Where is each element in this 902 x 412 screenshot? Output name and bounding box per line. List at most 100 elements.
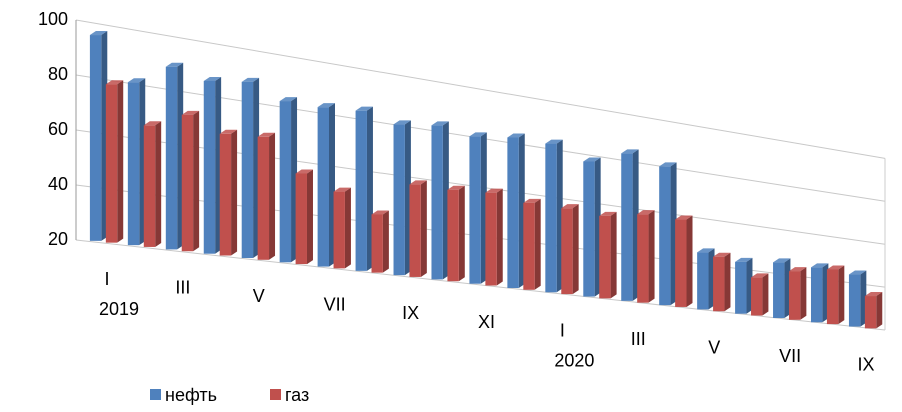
bar-top bbox=[409, 180, 427, 185]
bar-top bbox=[333, 187, 351, 192]
bar-side bbox=[291, 97, 298, 263]
bar-top bbox=[317, 103, 335, 108]
bar-side bbox=[838, 265, 845, 325]
bar-top bbox=[393, 120, 411, 125]
bar bbox=[751, 277, 763, 316]
bar-side bbox=[762, 273, 769, 316]
bar bbox=[713, 256, 725, 312]
bar-side bbox=[784, 258, 791, 318]
bar bbox=[485, 192, 497, 286]
bar-top bbox=[507, 133, 525, 138]
x-tick-label: V bbox=[253, 286, 265, 306]
bar bbox=[675, 219, 687, 307]
bar bbox=[431, 125, 443, 280]
bar bbox=[507, 137, 519, 288]
bar bbox=[599, 215, 611, 299]
bar-top bbox=[257, 132, 276, 137]
bar-top bbox=[621, 149, 639, 154]
x-tick-label: III bbox=[175, 277, 190, 297]
bar bbox=[637, 214, 649, 303]
y-tick-label: 20 bbox=[48, 229, 68, 249]
x-tick-label: VII bbox=[779, 346, 801, 366]
x-tick-label: V bbox=[708, 337, 720, 357]
bar-side bbox=[306, 169, 313, 265]
bar bbox=[371, 214, 383, 273]
bar bbox=[295, 173, 307, 265]
bar-top bbox=[735, 257, 753, 262]
bar-top bbox=[355, 106, 373, 111]
bar-top bbox=[295, 169, 313, 174]
bar-top bbox=[713, 252, 731, 257]
bar-side bbox=[155, 121, 162, 247]
bar-top bbox=[637, 210, 655, 215]
bar-top bbox=[675, 215, 693, 220]
bar bbox=[545, 143, 557, 293]
bar-side bbox=[594, 157, 601, 297]
year-label: 2020 bbox=[554, 350, 594, 370]
bar bbox=[826, 269, 839, 325]
bar-side bbox=[724, 252, 731, 312]
bar-side bbox=[253, 77, 260, 259]
bar bbox=[659, 166, 671, 306]
bar-top bbox=[773, 258, 791, 263]
bar bbox=[89, 35, 102, 241]
bar bbox=[409, 184, 421, 277]
bar-side bbox=[344, 187, 351, 269]
bar bbox=[735, 261, 747, 314]
y-tick-label: 40 bbox=[48, 174, 68, 194]
y-tick-label: 60 bbox=[48, 119, 68, 139]
bar-side bbox=[708, 248, 715, 310]
bar-top bbox=[751, 273, 769, 278]
bar bbox=[621, 153, 633, 301]
bar-side bbox=[139, 78, 146, 246]
bar-side bbox=[366, 106, 373, 271]
bar-top bbox=[864, 292, 883, 297]
bar-top bbox=[523, 198, 541, 203]
bar-side bbox=[860, 270, 867, 327]
bar bbox=[864, 296, 877, 329]
bar-side bbox=[420, 180, 427, 277]
bar-top bbox=[143, 121, 162, 126]
bar-side bbox=[117, 80, 124, 243]
bar-side bbox=[193, 110, 200, 252]
x-tick-label: IX bbox=[402, 303, 419, 323]
bar bbox=[355, 110, 367, 271]
grid-line bbox=[75, 19, 886, 159]
bar bbox=[848, 274, 861, 327]
bar-top bbox=[561, 204, 579, 209]
bar-side bbox=[480, 132, 487, 284]
bar-side bbox=[269, 132, 276, 260]
bar bbox=[317, 107, 329, 267]
bar bbox=[583, 161, 595, 297]
x-tick-label: IX bbox=[858, 355, 875, 375]
bar-top bbox=[431, 121, 449, 126]
bar bbox=[697, 252, 709, 310]
bar-side bbox=[328, 103, 335, 267]
bar bbox=[203, 80, 216, 254]
bar-side bbox=[442, 121, 449, 280]
bar bbox=[561, 208, 573, 295]
bar-side bbox=[404, 120, 411, 276]
bar-side bbox=[632, 149, 639, 301]
bar-top bbox=[241, 77, 260, 82]
bar-side bbox=[518, 133, 525, 288]
bar bbox=[810, 267, 823, 323]
bar bbox=[447, 189, 459, 282]
bar-top bbox=[165, 62, 184, 67]
bar-side bbox=[458, 185, 465, 282]
bar-side bbox=[496, 188, 503, 286]
bar-top bbox=[181, 110, 200, 115]
bar-side bbox=[177, 62, 184, 250]
bar-top bbox=[697, 248, 715, 253]
bar-top bbox=[371, 210, 389, 215]
bar-side bbox=[231, 129, 238, 256]
bar bbox=[393, 124, 405, 276]
bar-top bbox=[279, 97, 298, 102]
bar-top bbox=[485, 188, 503, 193]
bar-side bbox=[534, 198, 541, 290]
bar-side bbox=[746, 257, 753, 314]
bar-top bbox=[826, 265, 845, 270]
bar bbox=[279, 101, 292, 263]
bar-side bbox=[822, 263, 829, 323]
